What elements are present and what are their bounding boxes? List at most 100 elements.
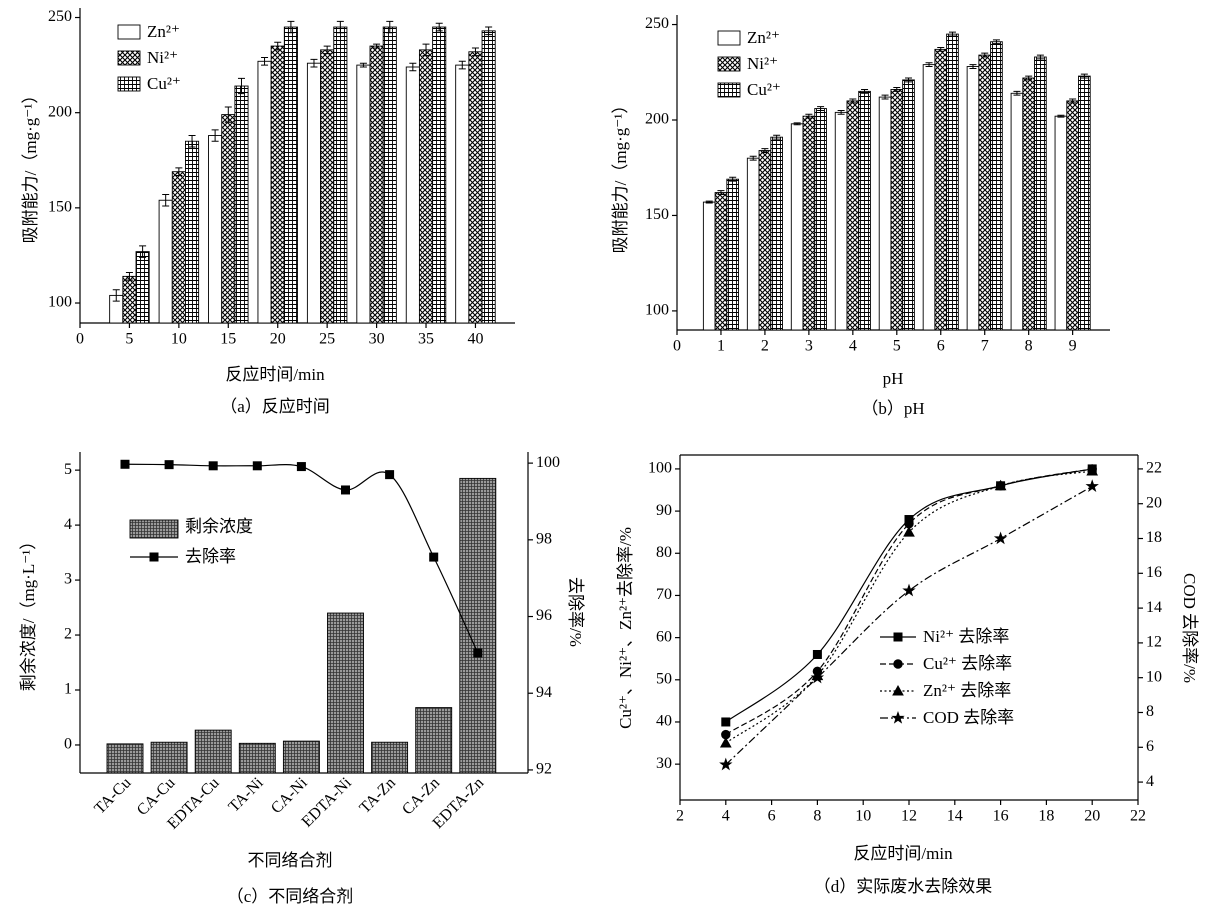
bar: [356, 64, 371, 324]
x-tick-label: TA-Zn: [356, 774, 399, 817]
error-bar: [861, 88, 869, 94]
error-bar: [435, 22, 443, 32]
y2-tick-label: 94: [536, 684, 552, 701]
legend-label: Cu²⁺: [747, 80, 781, 99]
error-bar: [1036, 54, 1044, 60]
bar: [878, 96, 892, 331]
x-tick-label: 0: [673, 338, 681, 355]
bar: [257, 60, 272, 324]
error-bar: [1025, 75, 1033, 81]
y2-axis-label: COD 去除率/%: [1180, 573, 1199, 683]
x-tick-label: CA-Ni: [268, 774, 311, 817]
error-bar: [287, 20, 295, 34]
y-tick-label: 100: [648, 460, 672, 477]
y2-tick-label: 8: [1146, 703, 1154, 720]
x-tick-label: 1: [717, 338, 725, 355]
bar: [790, 123, 804, 331]
bar: [1054, 115, 1068, 331]
bar: [208, 135, 223, 324]
error-bar: [749, 155, 757, 161]
marker: [719, 737, 732, 748]
error-bar: [323, 45, 331, 55]
legend-label: Zn²⁺: [147, 22, 180, 41]
marker: [893, 632, 903, 642]
error-bar: [849, 98, 857, 104]
y-tick-label: 200: [48, 103, 72, 120]
bar: [922, 64, 936, 331]
bar: [1010, 92, 1024, 331]
marker: [993, 531, 1008, 545]
bar: [858, 90, 871, 331]
y-tick-label: 2: [64, 626, 72, 643]
bar: [468, 51, 483, 324]
error-bar: [937, 46, 945, 52]
legend-swatch: [129, 519, 179, 539]
bar: [282, 740, 320, 774]
marker: [341, 485, 350, 495]
y-tick-label: 100: [645, 302, 669, 319]
error-bar: [274, 41, 282, 51]
x-tick-label: 4: [849, 338, 857, 355]
legend-swatch: [117, 50, 141, 66]
bar: [934, 48, 948, 331]
x-tick-label: 8: [813, 808, 821, 825]
legend-label: COD 去除率: [923, 708, 1014, 727]
bar: [802, 115, 816, 331]
error-bar: [925, 62, 933, 68]
error-bar: [409, 62, 417, 72]
bar: [1078, 75, 1091, 331]
bar: [306, 62, 322, 324]
y-axis-label: 吸附能力/（mg·g⁻¹）: [611, 97, 630, 254]
bar: [158, 199, 173, 324]
y2-tick-label: 16: [1146, 564, 1162, 581]
y-axis-label: 剩余浓度/（mg·L⁻¹）: [19, 533, 38, 692]
marker: [252, 461, 262, 471]
y-tick-label: 250: [645, 15, 669, 32]
error-bar: [1013, 90, 1021, 96]
error-bar: [1080, 73, 1088, 79]
bar: [327, 612, 364, 774]
error-bar: [981, 52, 989, 58]
caption: （a）反应时间: [220, 397, 330, 416]
bar: [978, 54, 992, 331]
y-tick-label: 90: [656, 502, 672, 519]
legend-label: Ni²⁺ 去除率: [923, 627, 1009, 646]
marker: [385, 470, 395, 480]
marker: [296, 462, 306, 472]
y2-tick-label: 18: [1146, 529, 1162, 546]
bar: [846, 100, 860, 331]
error-bar: [793, 122, 801, 126]
x-tick-label: 20: [270, 331, 286, 348]
bar: [382, 26, 397, 324]
y2-tick-label: 14: [1146, 599, 1162, 616]
y2-tick-label: 98: [536, 530, 552, 547]
marker: [1086, 464, 1099, 476]
x-tick-label: 20: [1084, 808, 1100, 825]
x-tick-label: 0: [76, 331, 84, 348]
bar: [185, 140, 200, 324]
marker: [812, 649, 822, 659]
error-bar: [805, 113, 813, 119]
error-bar: [905, 77, 913, 83]
error-bar: [881, 94, 889, 100]
error-bar: [373, 43, 381, 49]
x-tick-label: 8: [1025, 338, 1033, 355]
y2-tick-label: 100: [536, 454, 560, 471]
bar: [333, 26, 348, 324]
error-bar: [261, 56, 269, 66]
error-bar: [112, 289, 120, 302]
error-bar: [359, 62, 367, 68]
bar: [432, 26, 447, 324]
bar: [902, 79, 915, 331]
legend-swatch: [717, 30, 741, 46]
bar: [106, 743, 144, 774]
y-tick-label: 70: [656, 586, 672, 603]
y-tick-label: 0: [64, 736, 72, 753]
x-tick-label: 2: [676, 808, 684, 825]
y-tick-label: 250: [48, 8, 72, 25]
error-bar: [817, 106, 825, 111]
error-bar: [1069, 98, 1077, 104]
error-bar: [837, 109, 845, 115]
y2-tick-label: 92: [536, 761, 552, 778]
